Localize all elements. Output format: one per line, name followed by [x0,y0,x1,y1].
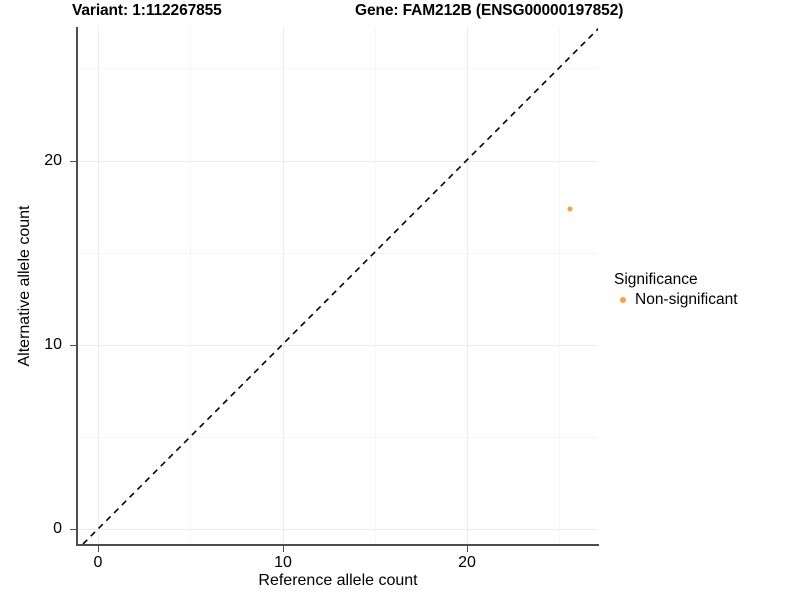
gridline-minor-v-5 [190,27,191,545]
x-tick-label-10: 10 [274,554,292,571]
gridline-major-v-10 [283,27,284,545]
gridline-major-v-0 [98,27,99,545]
gridline-major-h-10 [78,345,598,346]
legend-dot-icon [620,297,626,303]
x-tick-label-0: 0 [93,554,103,571]
gridline-minor-h-25 [78,68,598,69]
x-tick-label-20: 20 [458,554,476,571]
y-tick-label-10: 10 [44,336,62,353]
gridline-major-h-20 [78,161,598,162]
y-tick-mark-0 [70,529,76,530]
y-tick-label-0: 0 [53,520,62,537]
x-tick-mark-20 [467,546,468,552]
x-axis-line [76,544,599,546]
figure-title-row: Variant: 1:112267855 Gene: FAM212B (ENSG… [0,2,800,26]
plot-panel [78,27,598,545]
gridline-minor-h-5 [78,437,598,438]
legend-item-label: Non-significant [635,291,738,308]
x-tick-mark-10 [283,546,284,552]
y-tick-label-20: 20 [44,152,62,169]
gridline-minor-h-15 [78,253,598,254]
gridline-minor-v-25 [559,27,560,545]
y-tick-mark-10 [70,345,76,346]
legend-title: Significance [614,271,698,288]
gridline-major-h-0 [78,529,598,530]
gridline-major-v-20 [467,27,468,545]
legend-key-icon [614,291,632,309]
y-axis-title: Alternative allele count [16,205,33,367]
gene-title: Gene: FAM212B (ENSG00000197852) [355,2,624,19]
data-point[interactable] [567,206,573,212]
gridline-minor-v-15 [375,27,376,545]
y-axis-line [76,27,78,546]
legend: Significance Non-significant [614,270,738,309]
identity-line-stroke [82,27,598,545]
identity-line [82,27,598,545]
x-tick-mark-0 [98,546,99,552]
variant-title: Variant: 1:112267855 [72,2,222,19]
legend-item-non-significant[interactable]: Non-significant [614,291,738,309]
y-tick-mark-20 [70,161,76,162]
x-axis-title: Reference allele count [258,572,418,589]
